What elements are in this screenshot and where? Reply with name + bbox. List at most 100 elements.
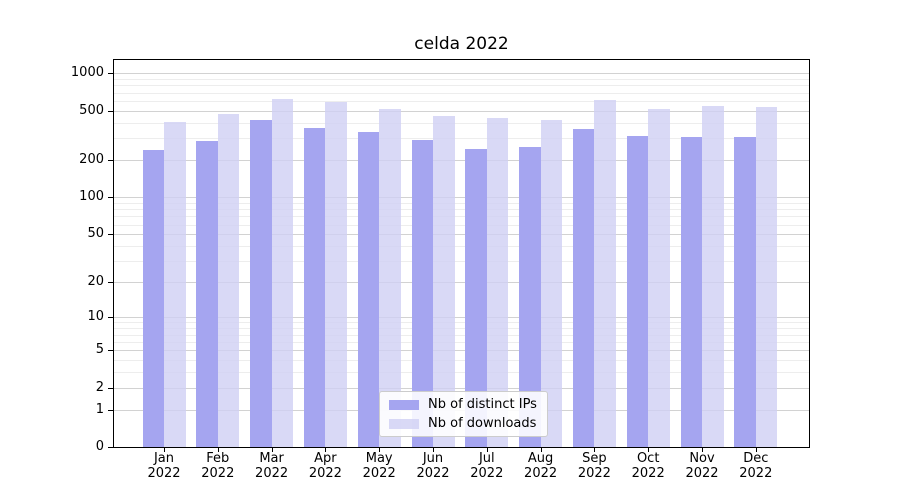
major-gridline (114, 160, 809, 162)
y-tick (108, 197, 114, 199)
minor-gridline (114, 203, 809, 204)
y-tick (108, 350, 114, 352)
x-tick (702, 448, 703, 452)
x-tick (271, 448, 273, 452)
y-tick-label: 10 (87, 309, 104, 325)
bar-downloads (379, 108, 401, 447)
minor-gridline (114, 322, 809, 324)
minor-gridline (114, 372, 809, 373)
x-tick-label: Dec 2022 (739, 451, 773, 481)
plot-layer (114, 60, 809, 447)
bar-downloads (271, 98, 294, 447)
bar-distinct-ips (626, 135, 649, 447)
y-tick (108, 234, 114, 236)
legend-swatch-downloads-icon (389, 418, 419, 429)
legend-item-downloads: Nb of downloads (389, 416, 537, 431)
minor-gridline (114, 246, 809, 248)
bar-distinct-ips (303, 127, 326, 447)
minor-gridline (114, 216, 809, 218)
major-gridline (114, 317, 809, 319)
bar-distinct-ips (680, 136, 702, 447)
x-tick (755, 448, 757, 452)
y-tick (108, 110, 114, 112)
legend-label-distinct-ips: Nb of distinct IPs (428, 397, 537, 412)
bar-downloads (540, 120, 563, 447)
major-gridline (114, 197, 809, 199)
minor-gridline (114, 138, 809, 140)
bar-downloads (325, 101, 347, 447)
bar-downloads (217, 114, 240, 447)
x-tick-label: Aug 2022 (524, 451, 558, 481)
y-tick (108, 387, 114, 389)
major-gridline (114, 73, 809, 75)
y-tick-label: 0 (95, 439, 104, 454)
y-tick (108, 409, 114, 411)
bar-distinct-ips (196, 141, 218, 447)
chart-title: celda 2022 (414, 34, 509, 54)
x-tick-label: Mar 2022 (255, 451, 289, 481)
y-tick (108, 73, 114, 75)
y-tick-label: 2 (95, 379, 104, 395)
bar-downloads (486, 117, 509, 447)
minor-gridline (114, 334, 809, 336)
y-tick-label: 50 (87, 226, 104, 242)
x-tick (325, 448, 327, 452)
minor-gridline (114, 100, 809, 102)
bar-downloads (702, 105, 724, 447)
x-tick (433, 448, 434, 452)
x-tick (486, 448, 488, 452)
x-tick (594, 448, 596, 452)
bar-distinct-ips (465, 149, 487, 447)
bar-downloads (164, 121, 186, 447)
x-tick-label: May 2022 (362, 451, 396, 481)
bar-downloads (594, 100, 616, 447)
minor-gridline (114, 78, 809, 80)
major-gridline (114, 234, 809, 236)
minor-gridline (114, 261, 809, 263)
x-tick (540, 448, 542, 452)
minor-gridline (114, 122, 809, 124)
minor-gridline (114, 341, 809, 343)
y-tick-label: 500 (79, 102, 104, 118)
bar-distinct-ips (519, 147, 541, 447)
bar-distinct-ips (411, 140, 433, 447)
x-tick-label: Jul 2022 (470, 451, 504, 481)
y-tick (108, 160, 114, 162)
bar-distinct-ips (734, 136, 756, 447)
x-tick-label: Jan 2022 (147, 451, 181, 481)
minor-gridline (114, 359, 809, 361)
x-tick-label: Nov 2022 (685, 451, 719, 481)
minor-gridline (114, 85, 809, 87)
y-tick (108, 282, 114, 284)
bar-downloads (648, 109, 670, 447)
y-tick-label: 1000 (70, 65, 104, 81)
x-tick-label: Jun 2022 (416, 451, 450, 481)
y-tick-label: 20 (87, 274, 104, 290)
bar-distinct-ips (357, 132, 380, 447)
x-tick-label: Feb 2022 (201, 451, 235, 481)
major-gridline (114, 110, 809, 112)
legend-swatch-distinct-ips-icon (389, 399, 419, 410)
bar-distinct-ips (142, 150, 164, 447)
minor-gridline (114, 328, 809, 330)
x-tick (217, 448, 219, 452)
legend-label-downloads: Nb of downloads (428, 416, 537, 431)
x-tick-label: Apr 2022 (308, 451, 342, 481)
major-gridline (114, 387, 809, 389)
minor-gridline (114, 92, 809, 94)
y-tick-label: 200 (79, 152, 104, 168)
x-tick (379, 448, 381, 452)
y-tick (108, 317, 114, 319)
y-tick-label: 100 (79, 189, 104, 205)
y-tick (108, 447, 114, 448)
major-gridline (114, 350, 809, 352)
plot-area: Nb of distinct IPs Nb of downloads (113, 59, 810, 448)
minor-gridline (114, 209, 809, 211)
bar-distinct-ips (250, 120, 272, 447)
x-tick (648, 448, 650, 452)
bar-downloads (433, 116, 455, 447)
minor-gridline (114, 224, 809, 226)
bar-downloads (755, 107, 778, 447)
x-tick-label: Sep 2022 (577, 451, 611, 481)
